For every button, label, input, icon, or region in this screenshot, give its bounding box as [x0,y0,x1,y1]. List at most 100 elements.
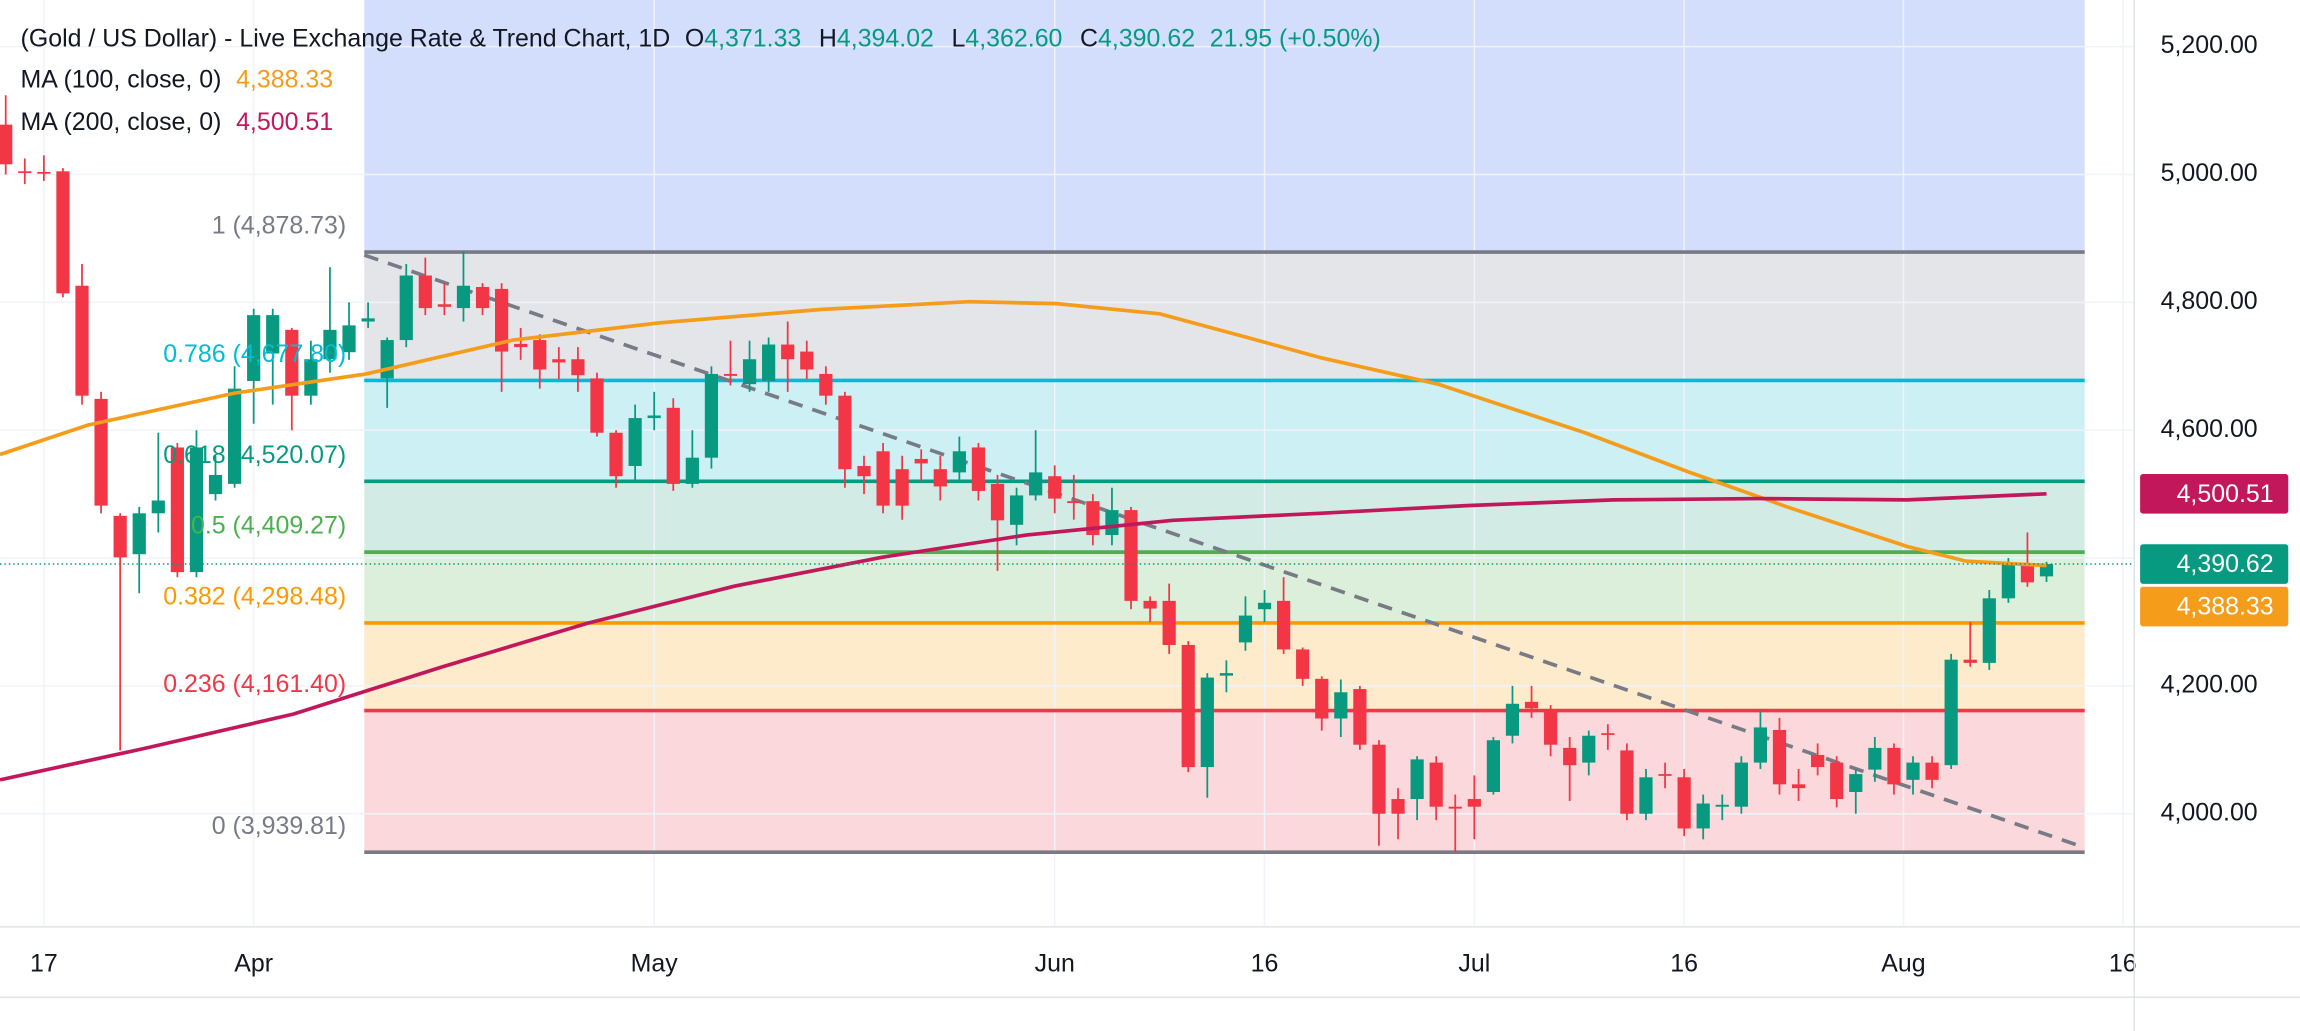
candle-body [1563,747,1577,766]
ma-legend: MA (100, close, 0) 4,388.33 [21,65,334,93]
fib-label: 0.5 (4,409.27) [191,512,346,540]
fib-fills [364,0,2085,853]
ohlc-value: 4,390.62 [1098,24,1195,52]
candle-body [1105,510,1119,536]
ohlc-value: 4,371.33 [704,24,801,52]
candle-body [1048,476,1062,499]
candle-body [1296,649,1310,679]
price-box [2140,544,2289,584]
candle-body [56,171,70,294]
price-box-label: 4,388.33 [2177,593,2274,621]
candle-body [1887,747,1901,785]
candle-body [323,329,337,360]
ohlc-key: H [819,24,837,52]
ohlc-key: L [952,24,966,52]
ohlc-key: O [685,24,704,52]
candle-body [418,275,432,309]
candle-body [189,447,204,573]
candle-body [18,171,32,174]
candle-body [1162,600,1176,645]
candle-body [762,344,776,381]
candle-body [723,373,738,376]
ma-legend: MA (200, close, 0) 4,500.51 [21,108,334,136]
candle-body [1486,740,1501,792]
candle-body [552,359,566,363]
candle-body [628,418,642,466]
candle-body [685,457,699,484]
candle-body [1009,495,1024,525]
candle-body [1925,762,1939,780]
x-tick-label: Aug [1881,950,1925,978]
candle-body [1868,747,1882,770]
candle-body [704,373,719,458]
candle-body [1639,777,1653,814]
candle-body [437,304,451,307]
candle-body [399,275,413,341]
trendline [363,253,2086,850]
candle-body [75,285,89,396]
price-box-label: 4,500.51 [2177,480,2274,508]
y-tick-label: 4,800.00 [2161,287,2258,315]
x-tick-label: May [631,950,679,978]
candle-body [1315,678,1329,719]
fib-fill [364,252,2085,381]
candle-body [1734,762,1748,807]
y-tick-label: 4,200.00 [2161,670,2258,698]
candle-body [380,340,394,379]
candle-body [170,447,184,573]
candle-body [1849,774,1863,792]
candle-body [1544,710,1558,745]
candle-body [914,458,928,464]
candle-body [1448,806,1462,809]
title: (Gold / US Dollar) - Live Exchange Rate … [21,24,671,52]
candle-body [1124,510,1138,601]
ma-value: 4,388.33 [236,65,333,93]
fib-label: 1 (4,878.73) [212,212,346,240]
fib-fill [364,552,2085,623]
candle-body [1391,799,1405,814]
candle-body [1601,733,1615,735]
x-tick-label: Jul [1458,950,1490,978]
candle-body [933,469,947,487]
candle-body [1791,784,1806,789]
candle-body [1467,799,1481,807]
x-tick-label: 16 [2109,950,2137,978]
candle-body [151,500,165,514]
candle-body [2020,564,2035,583]
candle-body [1372,744,1386,814]
ohlc-key: C [1080,24,1098,52]
fib-label: 0.618 (4,520.07) [163,441,346,469]
y-tick-label: 4,000.00 [2161,798,2258,826]
fib-label: 0.786 (4,677.80) [163,340,346,368]
candle-body [475,287,490,309]
candle-body [1029,472,1043,496]
legend: 1 (4,878.73) 0.786 (4,677.80) 0.618 (4,520… [21,24,1381,840]
fib-label: 0.236 (4,161.40) [163,670,346,698]
candle-body [266,315,280,354]
candle-body [800,351,814,370]
candle-body [1658,774,1672,776]
x-tick-label: 17 [30,950,58,978]
candle-body [876,451,890,506]
candle-body [1238,615,1253,643]
candle-body [304,359,318,396]
candle-body [1410,759,1424,800]
candle-body [0,124,13,165]
candle-body [514,343,528,348]
candle-body [1505,703,1520,736]
candle-body [94,398,108,506]
plot [0,95,2135,853]
candle-body [1219,673,1233,676]
candle-body [1067,501,1081,504]
fib-label: 0 (3,939.81) [212,812,346,840]
ohlc-value: 4,362.60 [965,24,1062,52]
candle-body [1582,735,1596,763]
candle-body [857,465,871,477]
candle-body [1334,692,1348,719]
candle-body [132,513,146,555]
candle-body [1353,689,1367,745]
header: (Gold / US Dollar) - Live Exchange Rate … [21,24,1381,52]
candle-body [2001,564,2015,599]
